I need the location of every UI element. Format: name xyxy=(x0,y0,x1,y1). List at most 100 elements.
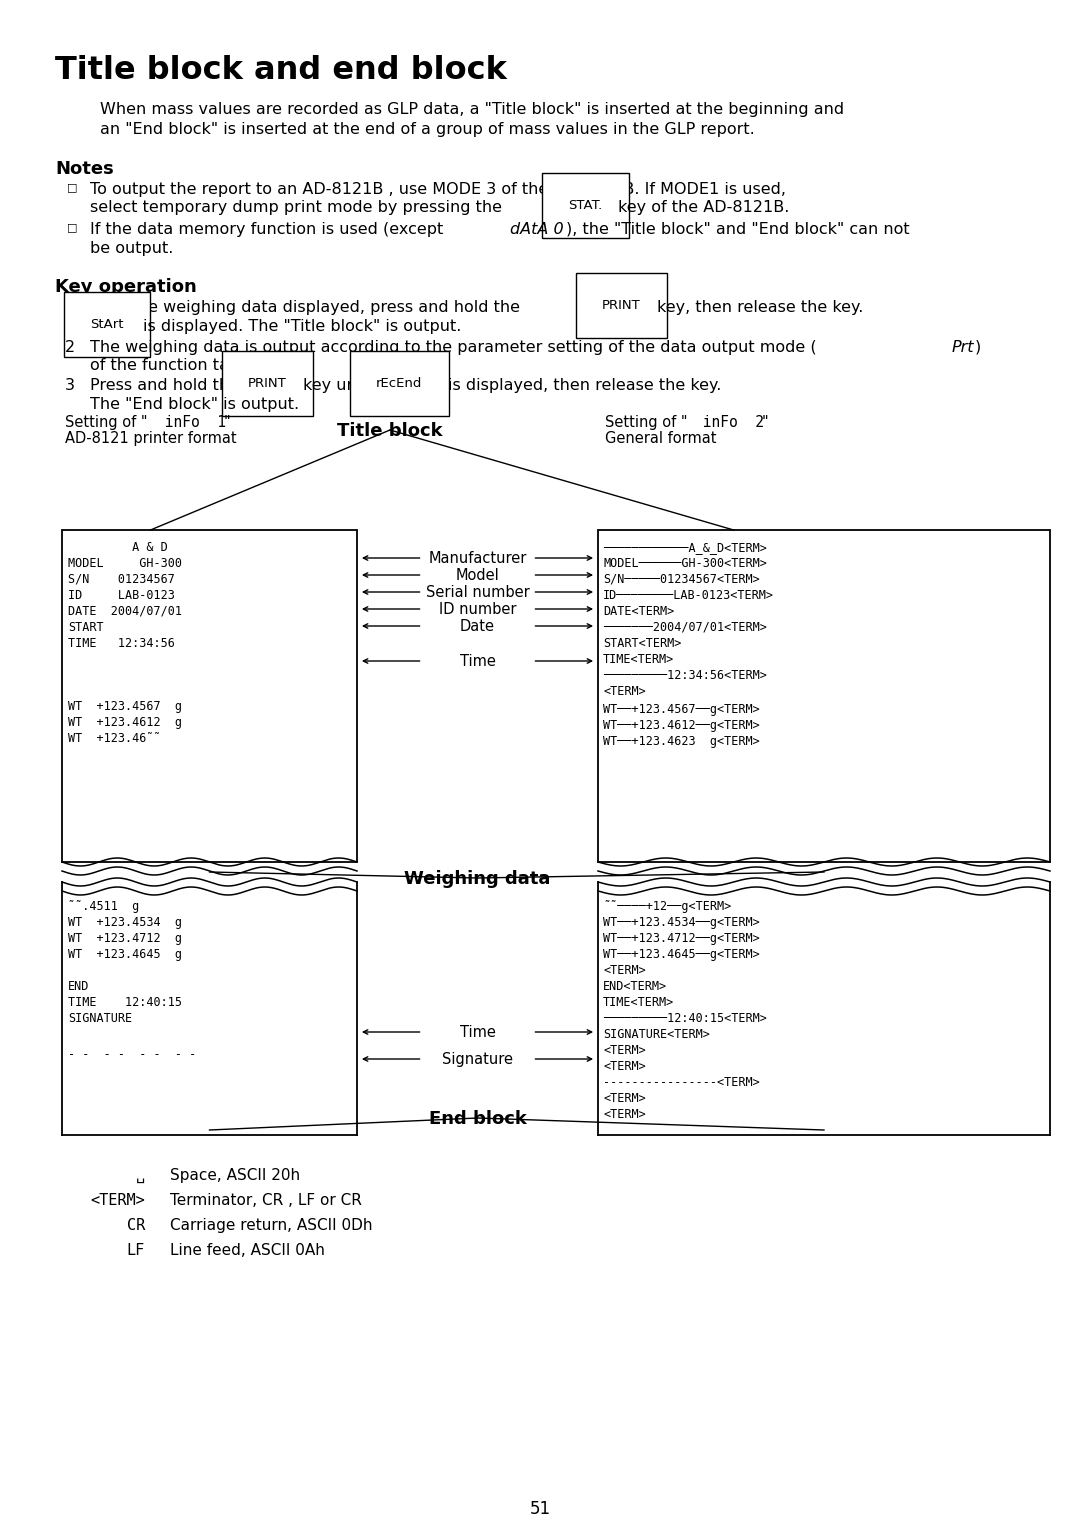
Text: DATE  2004/07/01: DATE 2004/07/01 xyxy=(68,605,183,618)
Text: Terminator, CR , LF or CR: Terminator, CR , LF or CR xyxy=(170,1193,362,1208)
Text: select temporary dump print mode by pressing the: select temporary dump print mode by pres… xyxy=(90,200,508,215)
Text: WT  +123.4645  g: WT +123.4645 g xyxy=(68,948,183,960)
Text: With the weighing data displayed, press and hold the: With the weighing data displayed, press … xyxy=(90,299,525,315)
Text: □: □ xyxy=(67,221,78,232)
Text: TIME    12:40:15: TIME 12:40:15 xyxy=(68,996,183,1009)
Text: SIGNATURE: SIGNATURE xyxy=(68,1012,132,1025)
Text: StArt: StArt xyxy=(90,318,123,331)
Bar xyxy=(598,530,1050,863)
Text: <TERM>: <TERM> xyxy=(603,1092,646,1106)
Text: ─────────12:40:15<TERM>: ─────────12:40:15<TERM> xyxy=(603,1012,767,1025)
Text: DATE<TERM>: DATE<TERM> xyxy=(603,605,674,618)
Text: ID     LAB-0123: ID LAB-0123 xyxy=(68,589,175,602)
Text: TIME<TERM>: TIME<TERM> xyxy=(603,996,674,1009)
Text: dAtA 0: dAtA 0 xyxy=(510,221,564,237)
Text: inFo  1: inFo 1 xyxy=(156,415,226,431)
Text: WT  +123.46˜˜: WT +123.46˜˜ xyxy=(68,731,161,745)
Text: □: □ xyxy=(67,182,78,192)
Text: - -  - -  - -  - -: - - - - - - - - xyxy=(68,1048,197,1061)
Text: be output.: be output. xyxy=(90,241,174,257)
Text: START<TERM>: START<TERM> xyxy=(603,637,681,651)
Text: MODEL──────GH-300<TERM>: MODEL──────GH-300<TERM> xyxy=(603,557,767,570)
Text: Setting of ": Setting of " xyxy=(605,415,688,431)
Text: WT  +123.4567  g: WT +123.4567 g xyxy=(68,699,183,713)
Text: Key operation: Key operation xyxy=(55,278,197,296)
Text: WT──+123.4712──g<TERM>: WT──+123.4712──g<TERM> xyxy=(603,931,759,945)
Text: Setting of ": Setting of " xyxy=(65,415,148,431)
Text: If the data memory function is used (except: If the data memory function is used (exc… xyxy=(90,221,448,237)
Text: TIME<TERM>: TIME<TERM> xyxy=(603,654,674,666)
Text: <TERM>: <TERM> xyxy=(603,1060,646,1073)
Text: Carriage return, ASCII 0Dh: Carriage return, ASCII 0Dh xyxy=(170,1219,373,1232)
Text: END: END xyxy=(68,980,90,993)
Text: <TERM>: <TERM> xyxy=(603,1109,646,1121)
Text: key, then release the key.: key, then release the key. xyxy=(657,299,863,315)
Text: ): ) xyxy=(975,341,982,354)
Text: is displayed. The "Title block" is output.: is displayed. The "Title block" is outpu… xyxy=(143,319,461,334)
Text: ─────────12:34:56<TERM>: ─────────12:34:56<TERM> xyxy=(603,669,767,683)
Text: Time: Time xyxy=(460,1025,496,1040)
Text: is displayed, then release the key.: is displayed, then release the key. xyxy=(448,379,721,392)
Text: inFo  2: inFo 2 xyxy=(694,415,764,431)
Text: Press and hold the: Press and hold the xyxy=(90,379,244,392)
Text: SIGNATURE<TERM>: SIGNATURE<TERM> xyxy=(603,1028,710,1041)
Text: Model: Model xyxy=(456,568,499,583)
Text: Signature: Signature xyxy=(442,1052,513,1067)
Text: ───────2004/07/01<TERM>: ───────2004/07/01<TERM> xyxy=(603,621,767,634)
Text: PRINT: PRINT xyxy=(248,377,287,389)
Text: <TERM>: <TERM> xyxy=(91,1193,145,1208)
Text: TIME   12:34:56: TIME 12:34:56 xyxy=(68,637,175,651)
Text: Serial number: Serial number xyxy=(426,585,529,600)
Text: ID number: ID number xyxy=(438,602,516,617)
Text: Manufacturer: Manufacturer xyxy=(429,551,527,567)
Text: <TERM>: <TERM> xyxy=(603,686,646,698)
Text: rEcEnd: rEcEnd xyxy=(376,377,422,389)
Text: Time: Time xyxy=(460,654,496,669)
Text: WT──+123.4645──g<TERM>: WT──+123.4645──g<TERM> xyxy=(603,948,759,960)
Text: A & D: A & D xyxy=(68,541,167,554)
Text: ␣: ␣ xyxy=(136,1168,145,1183)
Text: S/N    01234567: S/N 01234567 xyxy=(68,573,175,586)
Text: Line feed, ASCII 0Ah: Line feed, ASCII 0Ah xyxy=(170,1243,325,1258)
Text: WT  +123.4612  g: WT +123.4612 g xyxy=(68,716,183,728)
Text: CR: CR xyxy=(126,1219,145,1232)
Text: key of the AD-8121B.: key of the AD-8121B. xyxy=(618,200,789,215)
Text: The weighing data is output according to the parameter setting of the data outpu: The weighing data is output according to… xyxy=(90,341,816,354)
Text: Space, ASCII 20h: Space, ASCII 20h xyxy=(170,1168,300,1183)
Text: ": " xyxy=(762,415,769,431)
Text: End block: End block xyxy=(429,1110,526,1128)
Text: 51: 51 xyxy=(529,1500,551,1518)
Text: S/N─────01234567<TERM>: S/N─────01234567<TERM> xyxy=(603,573,759,586)
Text: Notes: Notes xyxy=(55,160,113,179)
Text: ────────────A_&_D<TERM>: ────────────A_&_D<TERM> xyxy=(603,541,767,554)
Text: LF: LF xyxy=(126,1243,145,1258)
Text: ˜˜────+12──g<TERM>: ˜˜────+12──g<TERM> xyxy=(603,899,731,913)
Text: PRINT: PRINT xyxy=(602,299,640,312)
Text: Prt: Prt xyxy=(951,341,974,354)
Text: ----------------<TERM>: ----------------<TERM> xyxy=(603,1077,759,1089)
Text: STAT.: STAT. xyxy=(568,199,603,212)
Text: WT  +123.4534  g: WT +123.4534 g xyxy=(68,916,183,928)
Text: ), the "Title block" and "End block" can not: ), the "Title block" and "End block" can… xyxy=(566,221,909,237)
Text: <TERM>: <TERM> xyxy=(603,1044,646,1057)
Text: The "End block" is output.: The "End block" is output. xyxy=(90,397,299,412)
Text: Title block: Title block xyxy=(337,421,443,440)
Text: AD-8121 printer format: AD-8121 printer format xyxy=(65,431,237,446)
Text: MODEL     GH-300: MODEL GH-300 xyxy=(68,557,183,570)
Text: END<TERM>: END<TERM> xyxy=(603,980,667,993)
Text: ": " xyxy=(224,415,231,431)
Text: START: START xyxy=(68,621,104,634)
Text: When mass values are recorded as GLP data, a "Title block" is inserted at the be: When mass values are recorded as GLP dat… xyxy=(100,102,845,118)
Text: an "End block" is inserted at the end of a group of mass values in the GLP repor: an "End block" is inserted at the end of… xyxy=(100,122,755,137)
Text: WT──+123.4567──g<TERM>: WT──+123.4567──g<TERM> xyxy=(603,702,759,716)
Text: key until: key until xyxy=(303,379,377,392)
Text: WT  +123.4712  g: WT +123.4712 g xyxy=(68,931,183,945)
Text: 3: 3 xyxy=(65,379,75,392)
Text: ID────────LAB-0123<TERM>: ID────────LAB-0123<TERM> xyxy=(603,589,774,602)
Text: General format: General format xyxy=(605,431,716,446)
Text: WT──+123.4534──g<TERM>: WT──+123.4534──g<TERM> xyxy=(603,916,759,928)
Text: WT──+123.4623  g<TERM>: WT──+123.4623 g<TERM> xyxy=(603,734,759,748)
Text: <TERM>: <TERM> xyxy=(603,964,646,977)
Text: Weighing data: Weighing data xyxy=(404,870,551,889)
Text: Title block and end block: Title block and end block xyxy=(55,55,507,86)
